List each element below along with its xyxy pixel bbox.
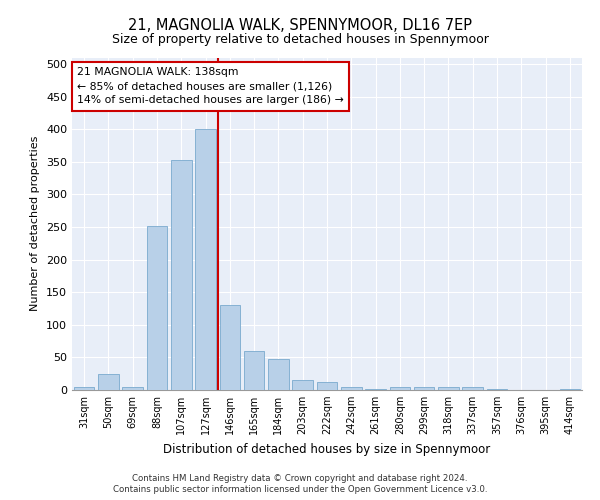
Bar — [268, 358, 289, 390]
Text: 21 MAGNOLIA WALK: 138sqm
← 85% of detached houses are smaller (1,126)
14% of sem: 21 MAGNOLIA WALK: 138sqm ← 85% of detach… — [77, 68, 344, 106]
Bar — [560, 388, 580, 390]
Y-axis label: Number of detached properties: Number of detached properties — [31, 136, 40, 312]
Bar — [171, 160, 191, 390]
Bar — [146, 226, 167, 390]
Bar — [438, 388, 459, 390]
Bar — [122, 386, 143, 390]
X-axis label: Distribution of detached houses by size in Spennymoor: Distribution of detached houses by size … — [163, 442, 491, 456]
Bar — [98, 374, 119, 390]
Bar — [317, 382, 337, 390]
Text: Size of property relative to detached houses in Spennymoor: Size of property relative to detached ho… — [112, 32, 488, 46]
Bar — [389, 386, 410, 390]
Bar — [292, 380, 313, 390]
Bar — [74, 386, 94, 390]
Bar — [220, 305, 240, 390]
Bar — [341, 386, 362, 390]
Bar — [365, 388, 386, 390]
Text: 21, MAGNOLIA WALK, SPENNYMOOR, DL16 7EP: 21, MAGNOLIA WALK, SPENNYMOOR, DL16 7EP — [128, 18, 472, 32]
Bar — [195, 129, 216, 390]
Text: Contains HM Land Registry data © Crown copyright and database right 2024.
Contai: Contains HM Land Registry data © Crown c… — [113, 474, 487, 494]
Bar — [414, 386, 434, 390]
Bar — [463, 388, 483, 390]
Bar — [244, 351, 265, 390]
